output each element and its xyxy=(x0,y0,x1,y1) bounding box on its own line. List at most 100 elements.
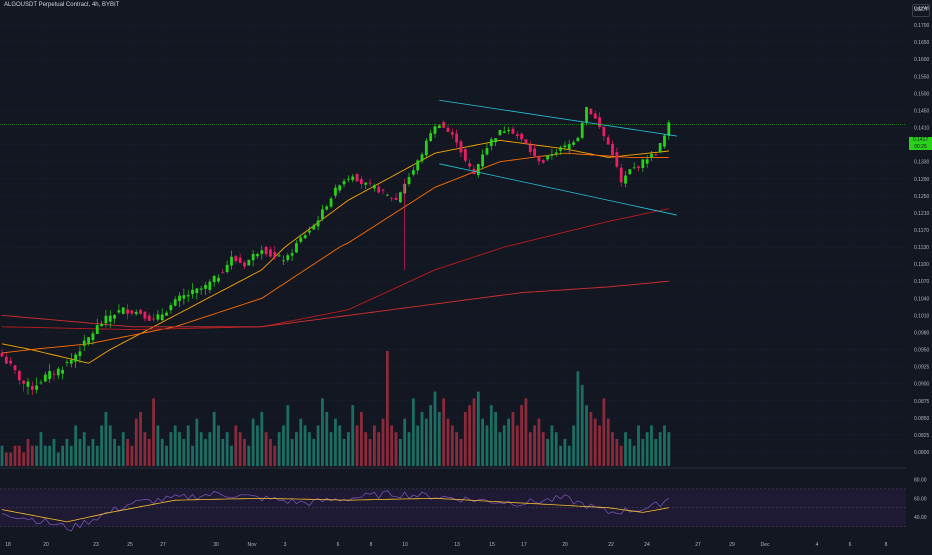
currency-unit-button[interactable]: USDT xyxy=(912,4,930,17)
volume-bar xyxy=(139,411,142,466)
candle xyxy=(143,311,147,322)
candle-body xyxy=(65,361,69,363)
interval-label[interactable]: 4h xyxy=(91,2,99,8)
candle-body xyxy=(429,133,433,142)
candle xyxy=(9,357,13,366)
candle xyxy=(56,366,60,379)
candle-body xyxy=(359,179,363,185)
candle xyxy=(78,345,82,364)
candle-body xyxy=(212,275,216,283)
candle-body xyxy=(611,143,614,156)
candle-body xyxy=(286,255,290,260)
y-tick-label: 0.0850 xyxy=(914,416,930,422)
candle xyxy=(632,162,636,170)
y-tick-label: 0.0950 xyxy=(914,348,930,354)
candle xyxy=(295,240,298,254)
candle xyxy=(355,173,359,182)
candle xyxy=(260,245,264,260)
candle-body xyxy=(126,309,129,314)
volume-bar xyxy=(494,411,498,466)
candle xyxy=(637,165,640,172)
volume-bar xyxy=(308,432,311,466)
candle xyxy=(95,318,99,335)
candle xyxy=(299,234,303,244)
volume-bar xyxy=(247,445,251,466)
candle-body xyxy=(407,177,411,184)
candle-body xyxy=(520,133,523,140)
ma-line xyxy=(1,152,669,354)
candle-body xyxy=(541,160,545,163)
candle xyxy=(243,260,246,270)
x-tick-label: 6 xyxy=(849,542,852,548)
candle xyxy=(411,166,415,177)
candle-body xyxy=(550,154,554,156)
chart-title: ALGOUSDT Perpetual Contract, 4h, BYBIT xyxy=(4,2,120,8)
volume-bar xyxy=(524,398,528,466)
candle-body xyxy=(251,253,255,261)
candle xyxy=(372,183,376,192)
candle-body xyxy=(13,365,17,371)
volume-bar xyxy=(580,384,584,466)
x-tick-label: 29 xyxy=(729,542,735,548)
candle xyxy=(520,132,523,144)
volume-bar xyxy=(30,445,34,466)
candle-body xyxy=(186,295,190,297)
candle-body xyxy=(277,255,281,257)
volume-bar xyxy=(152,398,155,466)
candle xyxy=(433,124,437,138)
channel-lower xyxy=(439,163,677,216)
y-tick-label: 0.1210 xyxy=(914,211,930,217)
candle-body xyxy=(485,148,489,155)
volume-bar xyxy=(459,438,463,466)
candle-body xyxy=(95,325,99,335)
candle xyxy=(256,252,259,259)
volume-bar xyxy=(334,418,337,466)
candle-body xyxy=(468,163,472,167)
candle xyxy=(364,182,368,190)
volume-bar xyxy=(173,425,177,466)
candle xyxy=(39,379,43,385)
candle xyxy=(160,308,164,321)
volume-bar xyxy=(654,438,658,466)
volume-bar xyxy=(403,418,407,466)
symbol-name[interactable]: ALGOUSDT Perpetual Contract xyxy=(4,2,89,8)
volume-bar xyxy=(520,405,523,466)
candle xyxy=(282,255,285,265)
volume-bar xyxy=(559,445,562,466)
y-tick-label: 0.1650 xyxy=(914,40,930,46)
candle-body xyxy=(481,154,485,167)
volume-bar xyxy=(108,425,112,466)
candle xyxy=(650,150,653,162)
volume-bar xyxy=(303,425,307,466)
candle-body xyxy=(515,134,519,137)
y-tick-label: 0.1100 xyxy=(914,262,929,268)
volume-bar xyxy=(165,445,168,466)
candle xyxy=(65,359,69,367)
x-tick-label: 20 xyxy=(562,542,568,548)
exchange-label: BYBIT xyxy=(101,2,120,8)
x-tick-label: 8 xyxy=(370,542,373,548)
candle-body xyxy=(554,152,558,154)
candle xyxy=(277,252,281,257)
volume-bar xyxy=(641,438,645,466)
x-tick-label: 20 xyxy=(43,542,49,548)
volume-bar xyxy=(325,411,329,466)
candle-body xyxy=(30,386,34,390)
candle-body xyxy=(433,126,437,134)
candle xyxy=(554,148,558,157)
candle xyxy=(429,129,433,143)
candle-body xyxy=(628,169,632,175)
y-tick-label: 0.1600 xyxy=(914,57,930,63)
y-tick-label: 0.1550 xyxy=(914,74,930,80)
candle xyxy=(498,129,502,136)
candle-body xyxy=(26,381,30,387)
volume-bar xyxy=(381,418,385,466)
candle-body xyxy=(4,356,8,364)
candle-body xyxy=(502,131,506,133)
y-tick-label: 0.0825 xyxy=(914,433,930,439)
volume-bar xyxy=(576,371,580,466)
candle xyxy=(212,274,216,287)
volume-bar xyxy=(572,425,575,466)
candle xyxy=(82,334,86,352)
